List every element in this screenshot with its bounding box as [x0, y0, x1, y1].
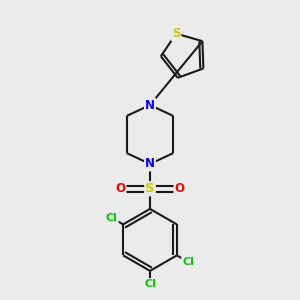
Text: Cl: Cl [106, 213, 118, 223]
Text: Cl: Cl [182, 257, 194, 267]
Text: S: S [145, 182, 155, 195]
Text: Cl: Cl [144, 279, 156, 289]
Text: O: O [174, 182, 184, 195]
Text: O: O [116, 182, 126, 195]
Text: N: N [145, 158, 155, 170]
Text: S: S [172, 27, 180, 40]
Text: N: N [145, 99, 155, 112]
